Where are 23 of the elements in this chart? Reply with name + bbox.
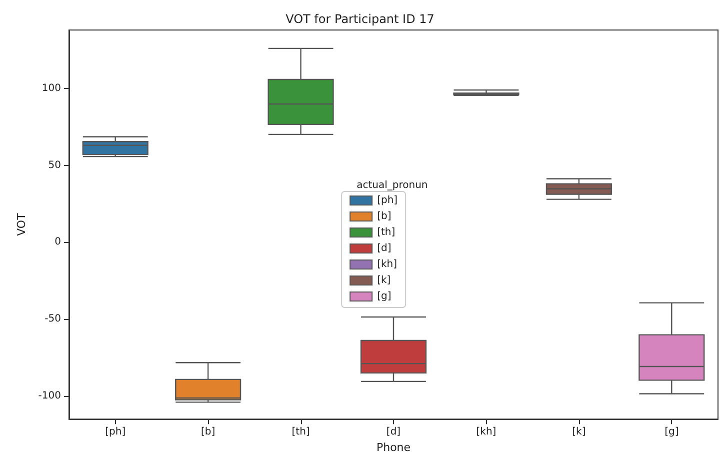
y-tick-label: -100: [38, 390, 61, 402]
legend-label: [k]: [377, 274, 391, 286]
legend-label: [g]: [377, 290, 392, 302]
x-tick-label: [ph]: [105, 426, 126, 438]
legend-title: actual_pronun: [356, 180, 428, 191]
y-tick-label: 0: [54, 236, 61, 248]
legend-label: [b]: [377, 210, 392, 222]
x-tick-label: [g]: [664, 426, 679, 438]
y-axis-title: VOT: [15, 212, 28, 236]
legend-label: [d]: [377, 242, 392, 254]
x-tick-label: [k]: [572, 426, 586, 438]
x-tick-label: [b]: [200, 426, 216, 438]
x-axis-title: Phone: [376, 441, 411, 454]
legend-label: [ph]: [377, 194, 398, 206]
x-tick-label: [kh]: [476, 426, 496, 438]
legend-label: [th]: [377, 226, 396, 238]
chart-title: VOT for Participant ID 17: [286, 12, 434, 26]
y-tick-label: 50: [48, 160, 61, 171]
legend-label: [kh]: [377, 258, 398, 270]
y-tick-label: -50: [44, 314, 61, 325]
x-tick-label: [th]: [292, 426, 310, 438]
x-tick-label: [d]: [386, 426, 401, 438]
y-tick-label: 100: [42, 82, 61, 94]
